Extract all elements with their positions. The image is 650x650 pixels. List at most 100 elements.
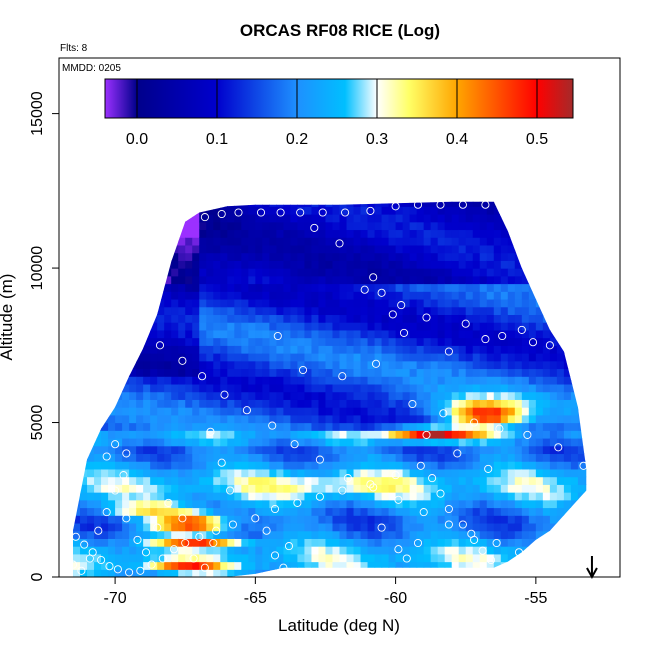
heatmap-cell xyxy=(297,445,306,455)
heatmap-cell xyxy=(129,201,137,207)
heatmap-cell xyxy=(542,522,551,532)
heatmap-cell xyxy=(164,291,172,300)
heatmap-cell xyxy=(592,546,600,554)
heatmap-cell xyxy=(479,237,488,246)
heatmap-cell xyxy=(514,399,523,408)
heatmap-cell xyxy=(570,252,579,261)
heatmap-cell xyxy=(458,546,467,555)
heatmap-cell xyxy=(129,306,137,316)
heatmap-cell xyxy=(248,453,256,462)
heatmap-cell xyxy=(577,546,586,555)
heatmap-cell xyxy=(458,306,467,316)
profile-point xyxy=(371,359,381,368)
heatmap-cell xyxy=(515,191,523,199)
heatmap-cell xyxy=(136,291,144,300)
heatmap-cell xyxy=(584,391,587,400)
heatmap-cell xyxy=(549,337,558,346)
heatmap-cell xyxy=(360,414,369,424)
heatmap-cell xyxy=(276,476,284,485)
heatmap-cell xyxy=(290,260,299,269)
heatmap-cell xyxy=(367,283,376,292)
heatmap-cell xyxy=(255,430,263,439)
heatmap-cell xyxy=(157,237,165,246)
heatmap-cell xyxy=(549,414,558,424)
heatmap-cell xyxy=(472,329,481,339)
heatmap-cell xyxy=(542,260,551,269)
heatmap-cell xyxy=(472,461,481,470)
heatmap-cell xyxy=(73,360,74,370)
heatmap-cell xyxy=(283,476,292,485)
heatmap-cell xyxy=(304,515,313,524)
heatmap-cell xyxy=(199,484,207,493)
heatmap-cell xyxy=(143,522,151,532)
heatmap-cell xyxy=(157,383,165,393)
heatmap-cell xyxy=(178,283,186,292)
heatmap-cell xyxy=(584,422,587,431)
heatmap-cell xyxy=(241,298,249,308)
heatmap-cell xyxy=(444,407,453,416)
heatmap-cell xyxy=(486,399,495,408)
heatmap-cell xyxy=(437,206,446,215)
heatmap-cell xyxy=(164,507,172,516)
heatmap-cell xyxy=(318,530,327,539)
heatmap-cell xyxy=(374,546,383,555)
heatmap-cell xyxy=(528,260,537,269)
heatmap-cell xyxy=(262,229,270,238)
heatmap-cell xyxy=(346,376,355,385)
heatmap-cell xyxy=(521,522,530,532)
heatmap-cell xyxy=(143,191,151,199)
heatmap-cell xyxy=(570,298,579,308)
heatmap-cell xyxy=(437,414,446,424)
heatmap-cell xyxy=(164,399,172,408)
heatmap-cell xyxy=(507,244,516,254)
heatmap-cell xyxy=(157,353,165,362)
heatmap-cell xyxy=(220,201,228,207)
heatmap-cell xyxy=(521,499,530,509)
heatmap-cell xyxy=(346,345,355,354)
heatmap-cell xyxy=(122,546,130,555)
heatmap-cell xyxy=(143,499,151,509)
heatmap-cell xyxy=(255,376,263,385)
heatmap-cell xyxy=(129,229,137,238)
heatmap-cell xyxy=(192,337,200,346)
heatmap-cell xyxy=(465,291,474,300)
heatmap-cell xyxy=(206,201,214,207)
heatmap-cell xyxy=(528,237,537,246)
heatmap-cell xyxy=(206,345,214,354)
heatmap-cell xyxy=(213,453,221,462)
heatmap-cell xyxy=(367,391,376,400)
heatmap-cell xyxy=(592,353,600,361)
heatmap-cell xyxy=(402,314,411,323)
heatmap-cell xyxy=(409,360,418,370)
heatmap-cell xyxy=(556,538,565,547)
heatmap-cell xyxy=(487,191,495,199)
heatmap-cell xyxy=(262,515,270,524)
heatmap-cell xyxy=(311,252,320,261)
heatmap-cell xyxy=(458,391,467,400)
heatmap-cell xyxy=(542,360,551,370)
profile-point xyxy=(470,418,479,427)
heatmap-cell xyxy=(430,214,439,223)
heatmap-cell xyxy=(325,430,334,439)
heatmap-cell xyxy=(213,422,221,431)
heatmap-cell xyxy=(255,476,263,485)
heatmap-cell xyxy=(486,268,495,277)
heatmap-cell xyxy=(346,561,355,570)
heatmap-cell xyxy=(192,414,200,424)
heatmap-cell xyxy=(269,221,277,231)
heatmap-cell xyxy=(115,360,123,370)
heatmap-cell xyxy=(549,422,558,431)
heatmap-cell xyxy=(521,538,530,547)
heatmap-cell xyxy=(318,221,327,231)
heatmap-cell xyxy=(66,191,74,199)
heatmap-cell xyxy=(549,461,558,470)
heatmap-cell xyxy=(577,214,586,223)
heatmap-cell xyxy=(346,445,355,455)
heatmap-cell xyxy=(542,453,551,462)
heatmap-cell xyxy=(556,383,565,393)
heatmap-cell xyxy=(437,546,446,555)
heatmap-cell xyxy=(206,368,214,377)
heatmap-cell xyxy=(206,291,214,300)
heatmap-cell xyxy=(395,468,404,478)
heatmap-cell xyxy=(241,306,249,316)
